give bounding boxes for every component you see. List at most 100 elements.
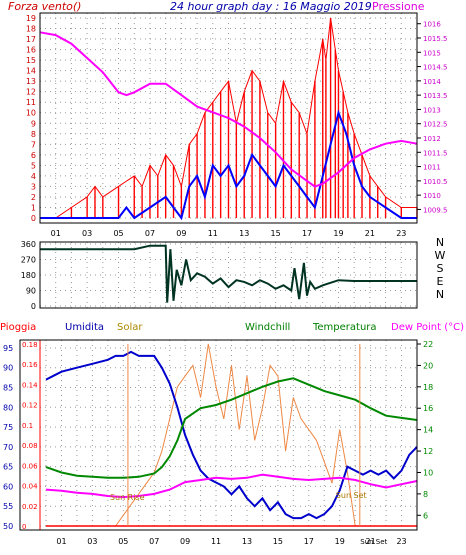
compass-label: N — [436, 236, 444, 249]
legend-item: Temperatura — [312, 322, 377, 333]
pressure-tick-label: 1015.5 — [423, 35, 448, 43]
wind-speed-tick-label: 19 — [26, 14, 36, 23]
hour-tick-label: 13 — [239, 229, 249, 238]
legend-item: Dew Point (°C) — [391, 322, 464, 333]
panel3-rain-ticks: 0 0.02 0.04 0.06 0.08 0.1 0.12 0.14 0.16 0.18 — [22, 341, 38, 531]
dew-point-line — [45, 473, 418, 499]
panel2-left-ticks: 0 90 180 270 360 — [21, 240, 36, 311]
temperature-line — [45, 377, 418, 479]
hour-tick-label: 09 — [180, 537, 190, 546]
pressure-tick-label: 1015 — [423, 49, 441, 57]
pressure-tick-label: 1016 — [423, 21, 441, 29]
compass-label: N — [436, 288, 444, 301]
temperature-tick-label: 22 — [423, 340, 433, 349]
wind-speed-tick-label: 0 — [31, 214, 36, 223]
hour-tick-label: 11 — [208, 229, 218, 238]
wind-speed-tick-label: 11 — [26, 98, 36, 107]
humidity-tick-label: 70 — [3, 443, 13, 452]
panel2-frame — [39, 241, 418, 309]
compass-label: E — [437, 275, 444, 288]
temperature-tick-label: 8 — [423, 490, 428, 499]
temperature-tick-label: 20 — [423, 361, 433, 370]
wind-speed-tick-label: 3 — [31, 182, 36, 191]
panel3-legend: Pioggia Umidita Solar Windchill Temperatura D… — [0, 322, 464, 333]
panel1-series — [39, 17, 418, 221]
direction-tick-label: 0 — [31, 302, 36, 311]
pressure-tick-label: 1014.5 — [423, 64, 448, 72]
hour-tick-label: 15 — [271, 229, 281, 238]
wind-speed-tick-label: 15 — [26, 56, 36, 65]
wind-speed-tick-label: 9 — [31, 119, 36, 128]
temperature-tick-label: 10 — [423, 468, 433, 477]
pressure-axis-label: Pressione — [372, 0, 425, 13]
legend-item: Umidita — [65, 322, 104, 333]
wind-speed-tick-label: 7 — [31, 140, 36, 149]
humidity-line — [45, 350, 418, 520]
pressure-tick-label: 1010 — [423, 192, 441, 200]
pressure-line — [39, 31, 418, 188]
hour-tick-label: Sun Set — [360, 538, 387, 546]
humidity-tick-label: 75 — [3, 423, 13, 432]
wind-speed-line — [40, 17, 417, 219]
legend-item: Solar — [117, 322, 143, 333]
wind-speed-tick-label: 6 — [31, 151, 36, 160]
hour-tick-label: 17 — [302, 229, 312, 238]
temperature-tick-label: 12 — [423, 447, 433, 456]
rain-tick-label: 0.18 — [22, 341, 38, 349]
pressure-tick-label: 1009.5 — [423, 206, 448, 214]
humidity-tick-label: 55 — [3, 502, 13, 511]
hour-tick-label: 11 — [211, 537, 221, 546]
panel3-annotations: Sun Rise Sun Set — [110, 344, 367, 526]
wind-speed-tick-label: 18 — [26, 25, 36, 34]
hour-tick-label: 09 — [176, 229, 186, 238]
hour-tick-label: 03 — [87, 537, 97, 546]
hour-tick-label: 21 — [366, 537, 376, 546]
hour-tick-label: 21 — [365, 229, 375, 238]
rain-tick-label: 0.08 — [22, 442, 38, 450]
panel3-humidity-ticks: 50 55 60 65 70 75 80 85 90 95 — [3, 344, 13, 531]
gust-line — [40, 109, 417, 221]
hour-tick-label: 01 — [56, 537, 66, 546]
rain-tick-label: 0.04 — [22, 483, 38, 491]
rain-tick-label: 0.06 — [22, 462, 38, 470]
hour-tick-label: 19 — [333, 229, 343, 238]
hour-tick-label: 19 — [335, 537, 345, 546]
humidity-tick-label: 85 — [3, 384, 13, 393]
rain-tick-label: 0 — [22, 523, 26, 531]
pressure-tick-label: 1011 — [423, 164, 441, 172]
hour-tick-label: 13 — [242, 537, 252, 546]
legend-item: Pioggia — [0, 322, 36, 333]
hour-tick-label: 07 — [149, 537, 159, 546]
panel2-series — [40, 244, 417, 303]
panel1-x-ticks: 01 03 05 07 09 11 13 15 17 19 21 23 — [51, 229, 407, 238]
direction-tick-label: 90 — [26, 287, 36, 296]
wind-speed-tick-label: 14 — [26, 67, 36, 76]
sunset-annotation: Sun Set — [336, 491, 367, 500]
pressure-tick-label: 1014 — [423, 78, 441, 86]
pressure-tick-label: 1013.5 — [423, 92, 448, 100]
panel1-frame — [39, 12, 418, 224]
wind-speed-tick-label: 1 — [31, 203, 36, 212]
hour-tick-label: 17 — [304, 537, 314, 546]
humidity-tick-label: 50 — [3, 522, 13, 531]
wind-speed-tick-label: 5 — [31, 161, 36, 170]
panel3-temperature-ticks: 6 8 10 12 14 16 18 20 22 — [417, 340, 433, 520]
panel3-series — [45, 343, 418, 527]
rain-tick-label: 0.16 — [22, 361, 38, 369]
hour-tick-label: 15 — [273, 537, 283, 546]
wind-speed-tick-label: 13 — [26, 77, 36, 86]
direction-tick-label: 180 — [21, 271, 36, 280]
pressure-tick-label: 1012.5 — [423, 121, 448, 129]
pressure-tick-label: 1010.5 — [423, 178, 448, 186]
wind-direction-line — [40, 244, 417, 303]
humidity-tick-label: 95 — [3, 344, 13, 353]
hour-tick-label: 03 — [82, 229, 92, 238]
humidity-tick-label: 65 — [3, 463, 13, 472]
hour-tick-label: 05 — [113, 229, 123, 238]
chart-title: 24 hour graph day : 16 Maggio 2019 — [170, 0, 372, 13]
wind-speed-tick-label: 12 — [26, 88, 36, 97]
